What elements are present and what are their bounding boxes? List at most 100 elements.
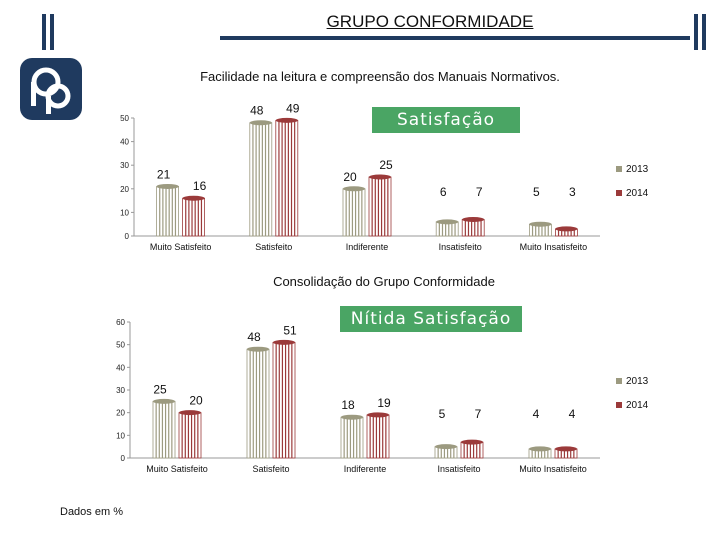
c2-bar-cap-2013-3 bbox=[435, 444, 457, 450]
c2-value-label-2014-0: 20 bbox=[189, 394, 203, 408]
c1-value-label-2014-3: 7 bbox=[476, 185, 483, 199]
c2-value-label-2013-4: 4 bbox=[533, 407, 540, 421]
c1-value-label-2013-2: 20 bbox=[343, 170, 357, 184]
c2-category-label-3: Insatisfeito bbox=[437, 464, 480, 474]
c1-value-label-2013-3: 6 bbox=[440, 185, 447, 199]
c2-bar-cap-2014-1 bbox=[273, 339, 295, 345]
c1-ytick-label-20: 20 bbox=[120, 185, 129, 194]
c1-bar-2014-4 bbox=[555, 226, 578, 237]
c2-bar-2014-4 bbox=[554, 446, 578, 459]
chart2-banner: Nítida Satisfação bbox=[340, 306, 522, 332]
c2-value-label-2014-3: 7 bbox=[475, 407, 482, 421]
page-title: GRUPO CONFORMIDADE bbox=[326, 12, 534, 31]
c1-ytick-label-50: 50 bbox=[120, 114, 129, 123]
c2-bar-2014-0 bbox=[178, 410, 202, 459]
left-decor-bar-1 bbox=[42, 14, 46, 50]
c1-title: Facilidade na leitura e compreensão dos … bbox=[200, 69, 560, 84]
c2-value-label-2014-2: 19 bbox=[377, 396, 391, 410]
right-decor-bar-1 bbox=[694, 14, 698, 50]
c1-category-label-2: Indiferente bbox=[346, 242, 389, 252]
c1-bar-2014-3 bbox=[461, 216, 485, 237]
c1-bar-cap-2014-4 bbox=[555, 226, 578, 232]
c2-bar-2013-2 bbox=[340, 414, 364, 459]
c2-value-label-2014-4: 4 bbox=[569, 407, 576, 421]
c2-ytick-label-10: 10 bbox=[116, 431, 125, 440]
right-decor-bar-2 bbox=[702, 14, 706, 50]
chart-satisfacao-manuais: Facilidade na leitura e compreensão dos … bbox=[120, 69, 649, 252]
c1-category-label-4: Muito Insatisfeito bbox=[520, 242, 588, 252]
c2-bar-cap-2014-3 bbox=[461, 439, 483, 445]
c1-bar-cap-2013-1 bbox=[249, 120, 272, 126]
c1-bar-2013-2 bbox=[342, 186, 366, 237]
c1-value-label-2013-1: 48 bbox=[250, 104, 264, 118]
c2-bar-2013-1 bbox=[246, 346, 270, 459]
header-rule bbox=[220, 36, 690, 40]
c2-legend-swatch-2013 bbox=[616, 378, 622, 384]
c2-ytick-label-60: 60 bbox=[116, 318, 125, 327]
c2-value-label-2013-0: 25 bbox=[153, 382, 167, 396]
c1-legend-swatch-2013 bbox=[616, 166, 622, 172]
c2-value-label-2014-1: 51 bbox=[283, 323, 297, 337]
c2-bar-2013-3 bbox=[434, 444, 458, 459]
c2-bar-2014-2 bbox=[366, 412, 390, 459]
c2-ytick-label-40: 40 bbox=[116, 363, 125, 372]
c1-category-label-0: Muito Satisfeito bbox=[150, 242, 212, 252]
chart-consolidacao-grupo: Consolidação do Grupo Conformidade 0 10 20 3… bbox=[116, 274, 649, 474]
c2-bar-cap-2014-4 bbox=[555, 446, 577, 452]
c2-bar-cap-2013-1 bbox=[247, 346, 269, 352]
c1-bar-cap-2013-0 bbox=[156, 183, 179, 189]
footnote: Dados em % bbox=[60, 506, 123, 518]
c2-legend-label-2014: 2014 bbox=[626, 400, 649, 411]
c2-legend-swatch-2014 bbox=[616, 402, 622, 408]
c2-ytick-label-30: 30 bbox=[116, 386, 125, 395]
c1-legend-swatch-2014 bbox=[616, 190, 622, 196]
c2-bar-cap-2013-0 bbox=[153, 398, 175, 404]
c2-category-label-2: Indiferente bbox=[344, 464, 387, 474]
pp-logo-icon bbox=[20, 58, 82, 120]
c1-bar-cap-2014-1 bbox=[275, 117, 298, 123]
c1-bar-cap-2014-3 bbox=[462, 216, 485, 222]
c1-bar-2013-4 bbox=[529, 221, 552, 237]
c2-bar-2014-3 bbox=[460, 439, 484, 459]
chart1-banner: Satisfação bbox=[372, 107, 520, 133]
c1-legend-label-2013: 2013 bbox=[626, 164, 649, 175]
c1-value-label-2014-4: 3 bbox=[569, 185, 576, 199]
c1-ytick-label-30: 30 bbox=[120, 161, 129, 170]
c1-category-label-1: Satisfeito bbox=[255, 242, 292, 252]
c2-bar-cap-2014-0 bbox=[179, 410, 201, 416]
c1-bar-cap-2014-2 bbox=[369, 174, 391, 180]
c1-value-label-2013-0: 21 bbox=[157, 167, 171, 181]
c1-bar-2014-0 bbox=[182, 195, 206, 237]
c2-bar-cap-2013-4 bbox=[529, 446, 551, 452]
c2-value-label-2013-3: 5 bbox=[439, 407, 446, 421]
c2-bar-cap-2014-2 bbox=[367, 412, 389, 418]
c1-value-label-2014-2: 25 bbox=[379, 158, 393, 172]
c1-bar-2013-3 bbox=[435, 219, 459, 237]
c1-ytick-label-10: 10 bbox=[120, 208, 129, 217]
c2-legend-label-2013: 2013 bbox=[626, 376, 649, 387]
c2-category-label-4: Muito Insatisfeito bbox=[519, 464, 587, 474]
c1-bar-2013-1 bbox=[249, 120, 273, 237]
c2-bar-2013-4 bbox=[528, 446, 552, 459]
c1-bar-2014-1 bbox=[275, 117, 299, 237]
c1-value-label-2013-4: 5 bbox=[533, 185, 540, 199]
c1-bar-cap-2013-2 bbox=[343, 186, 365, 192]
c2-ytick-label-20: 20 bbox=[116, 409, 125, 418]
left-decor-bar-2 bbox=[50, 14, 54, 50]
c1-bar-2013-0 bbox=[156, 183, 180, 237]
c2-category-label-0: Muito Satisfeito bbox=[146, 464, 208, 474]
c2-ytick-label-0: 0 bbox=[121, 454, 126, 463]
c2-bar-2013-0 bbox=[152, 398, 176, 459]
c2-category-label-1: Satisfeito bbox=[252, 464, 289, 474]
c1-bar-cap-2013-4 bbox=[529, 221, 552, 227]
c1-value-label-2014-1: 49 bbox=[286, 101, 300, 115]
c1-category-label-3: Insatisfeito bbox=[439, 242, 482, 252]
c2-title: Consolidação do Grupo Conformidade bbox=[273, 274, 495, 289]
c1-ytick-label-40: 40 bbox=[120, 138, 129, 147]
c1-bar-cap-2013-3 bbox=[436, 219, 459, 225]
c1-legend-label-2014: 2014 bbox=[626, 188, 649, 199]
c1-bar-2014-2 bbox=[368, 174, 392, 237]
c2-ytick-label-50: 50 bbox=[116, 341, 125, 350]
c2-bar-cap-2013-2 bbox=[341, 414, 363, 420]
c2-bar-2014-1 bbox=[272, 339, 296, 459]
